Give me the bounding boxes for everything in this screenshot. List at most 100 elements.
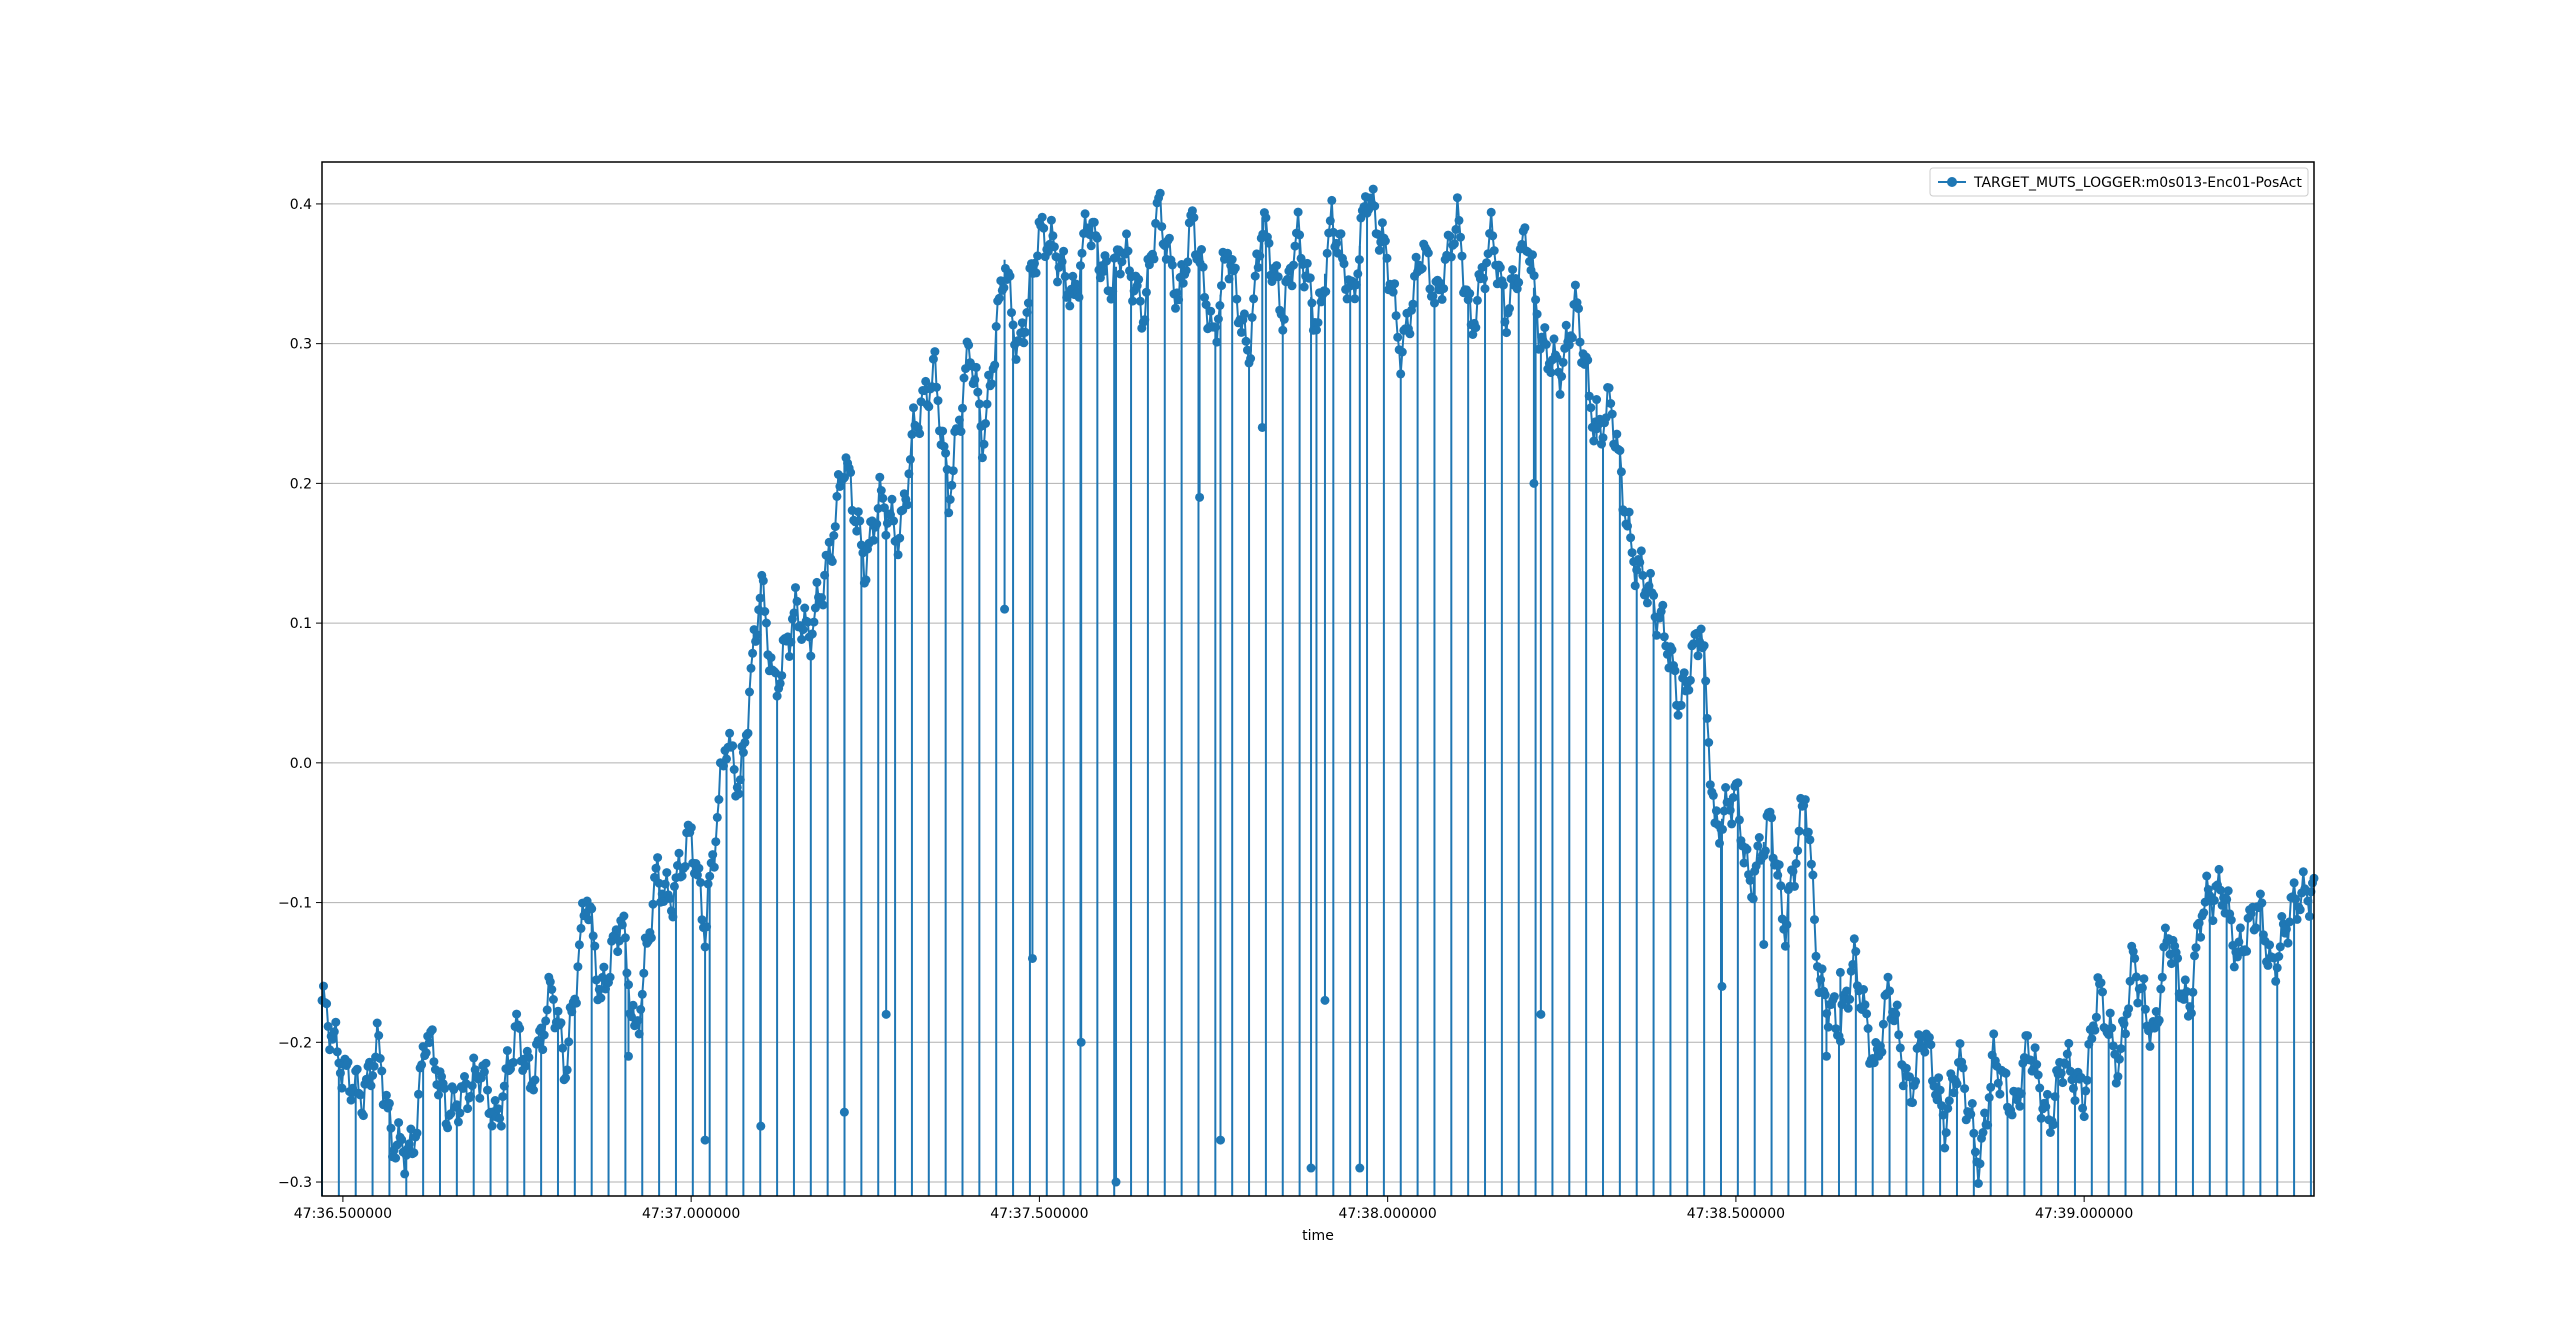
data-point — [1223, 248, 1233, 258]
data-point — [1646, 568, 1655, 578]
data-point — [2128, 947, 2138, 956]
data-point — [775, 678, 785, 688]
data-point — [2133, 998, 2143, 1008]
data-point — [1505, 304, 1514, 313]
data-point — [1800, 795, 1810, 805]
data-point — [2306, 887, 2316, 897]
data-point — [1331, 238, 1341, 248]
data-point — [1123, 246, 1133, 256]
data-point — [429, 1057, 439, 1067]
data-point — [328, 1034, 338, 1044]
data-point — [2257, 898, 2267, 908]
data-point — [2140, 1004, 2150, 1014]
data-point — [377, 1066, 387, 1076]
data-point — [2064, 1038, 2074, 1048]
data-point — [1883, 972, 1893, 982]
data-point — [558, 1043, 568, 1053]
data-point — [2108, 1041, 2118, 1051]
data-point — [427, 1025, 437, 1035]
data-point — [498, 1092, 508, 1102]
data-point — [832, 491, 842, 501]
data-point — [1471, 323, 1481, 333]
data-point — [562, 1065, 572, 1075]
data-point — [1627, 548, 1637, 558]
data-point — [384, 1098, 394, 1108]
data-point — [1806, 859, 1816, 869]
data-point — [1417, 264, 1427, 273]
series-markers — [317, 184, 2319, 1188]
data-point — [803, 617, 813, 627]
data-point — [331, 1017, 341, 1027]
data-point — [1549, 334, 1559, 344]
data-point — [2082, 1075, 2092, 1085]
data-point — [1411, 252, 1421, 262]
data-point — [1060, 271, 1070, 281]
data-point — [622, 968, 632, 978]
data-point — [1748, 894, 1758, 904]
data-point — [1574, 304, 1583, 314]
data-point — [1693, 651, 1703, 661]
dip-marker — [1355, 1163, 1365, 1173]
data-point — [1823, 1022, 1833, 1032]
data-point — [1767, 813, 1777, 823]
dip-marker — [1076, 1037, 1086, 1047]
data-point — [791, 583, 800, 593]
data-point — [455, 1108, 465, 1118]
data-point — [743, 728, 753, 738]
data-point — [1299, 282, 1309, 292]
data-point — [665, 894, 675, 904]
data-point — [493, 1104, 503, 1114]
data-point — [2032, 1060, 2042, 1069]
data-point — [343, 1057, 353, 1067]
data-point — [994, 293, 1004, 303]
data-point — [1869, 1058, 1879, 1068]
data-point — [1236, 327, 1246, 337]
data-point — [924, 402, 934, 412]
data-point — [337, 1083, 347, 1093]
data-point — [1885, 986, 1895, 996]
y-tick-label: −0.2 — [278, 1035, 312, 1051]
data-point — [1030, 258, 1039, 268]
data-point — [1891, 1009, 1901, 1019]
data-point — [1380, 236, 1390, 246]
data-point — [2116, 1044, 2126, 1054]
data-point — [719, 761, 728, 771]
data-point — [2107, 1023, 2117, 1033]
data-point — [502, 1046, 512, 1056]
data-point — [1699, 641, 1709, 651]
data-point — [404, 1139, 414, 1149]
y-tick-label: −0.3 — [278, 1175, 312, 1191]
data-point — [1141, 287, 1151, 297]
data-point — [1606, 399, 1616, 408]
data-point — [1546, 368, 1556, 378]
data-point — [1071, 279, 1081, 289]
data-point — [784, 652, 794, 661]
data-point — [2194, 918, 2204, 928]
data-point — [2229, 962, 2239, 972]
data-point — [772, 691, 782, 701]
data-point — [538, 1045, 548, 1055]
data-point — [1705, 780, 1715, 790]
data-point — [1934, 1073, 1944, 1083]
data-point — [434, 1090, 443, 1100]
data-point — [1955, 1039, 1965, 1049]
data-point — [921, 376, 931, 386]
data-point — [1008, 320, 1018, 330]
data-point — [1958, 1063, 1968, 1073]
data-point — [1157, 222, 1167, 232]
data-point — [1456, 232, 1465, 242]
data-point — [1486, 207, 1496, 217]
data-point — [1117, 257, 1127, 267]
data-point — [2062, 1049, 2072, 1059]
data-point — [1846, 966, 1856, 976]
data-point — [1351, 280, 1361, 290]
data-point — [1264, 238, 1274, 248]
data-point — [2202, 871, 2212, 881]
data-point — [1405, 329, 1415, 339]
data-point — [1279, 314, 1289, 324]
data-point — [1289, 260, 1298, 270]
data-point — [437, 1072, 446, 1082]
data-point — [905, 455, 915, 464]
data-point — [648, 899, 658, 909]
data-point — [1019, 338, 1029, 348]
